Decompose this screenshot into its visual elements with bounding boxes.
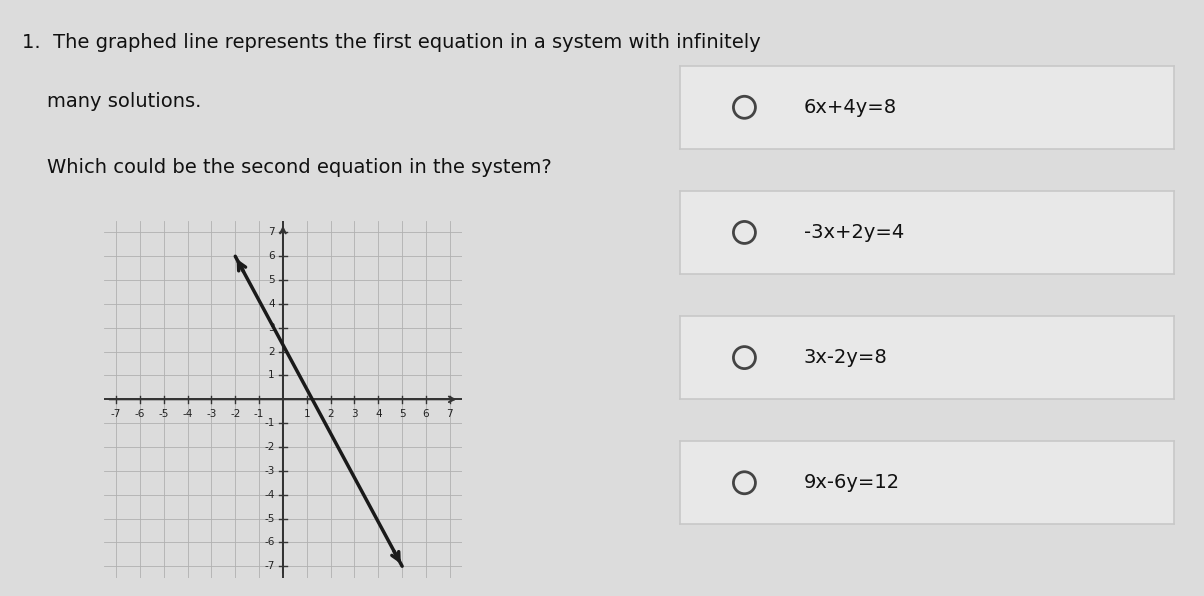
Text: -1: -1 [264, 418, 275, 428]
Text: 6: 6 [268, 252, 275, 261]
Text: -2: -2 [230, 409, 241, 419]
Text: 5: 5 [399, 409, 406, 419]
Text: 2: 2 [327, 409, 334, 419]
Text: 6x+4y=8: 6x+4y=8 [804, 98, 897, 117]
Text: 1: 1 [303, 409, 311, 419]
Text: 7: 7 [268, 228, 275, 237]
Text: 4: 4 [374, 409, 382, 419]
Text: -3x+2y=4: -3x+2y=4 [804, 223, 904, 242]
Text: many solutions.: many solutions. [22, 92, 201, 111]
Text: 7: 7 [447, 409, 453, 419]
Text: -4: -4 [264, 490, 275, 499]
Text: Which could be the second equation in the system?: Which could be the second equation in th… [22, 158, 551, 177]
Text: 3: 3 [352, 409, 358, 419]
Text: -6: -6 [264, 538, 275, 547]
Text: -3: -3 [206, 409, 217, 419]
Text: 9x-6y=12: 9x-6y=12 [804, 473, 899, 492]
Text: -5: -5 [264, 514, 275, 523]
Text: 5: 5 [268, 275, 275, 285]
Text: 1.  The graphed line represents the first equation in a system with infinitely: 1. The graphed line represents the first… [22, 33, 761, 52]
Text: -5: -5 [159, 409, 169, 419]
Text: -7: -7 [111, 409, 122, 419]
Text: 2: 2 [268, 347, 275, 356]
Text: -7: -7 [264, 561, 275, 571]
Text: -6: -6 [135, 409, 146, 419]
Text: -3: -3 [264, 466, 275, 476]
Text: 6: 6 [423, 409, 430, 419]
Text: -2: -2 [264, 442, 275, 452]
Text: -1: -1 [254, 409, 265, 419]
Text: 3: 3 [268, 323, 275, 333]
Text: 4: 4 [268, 299, 275, 309]
Text: -4: -4 [182, 409, 193, 419]
Text: 1: 1 [268, 371, 275, 380]
Text: 3x-2y=8: 3x-2y=8 [804, 348, 887, 367]
